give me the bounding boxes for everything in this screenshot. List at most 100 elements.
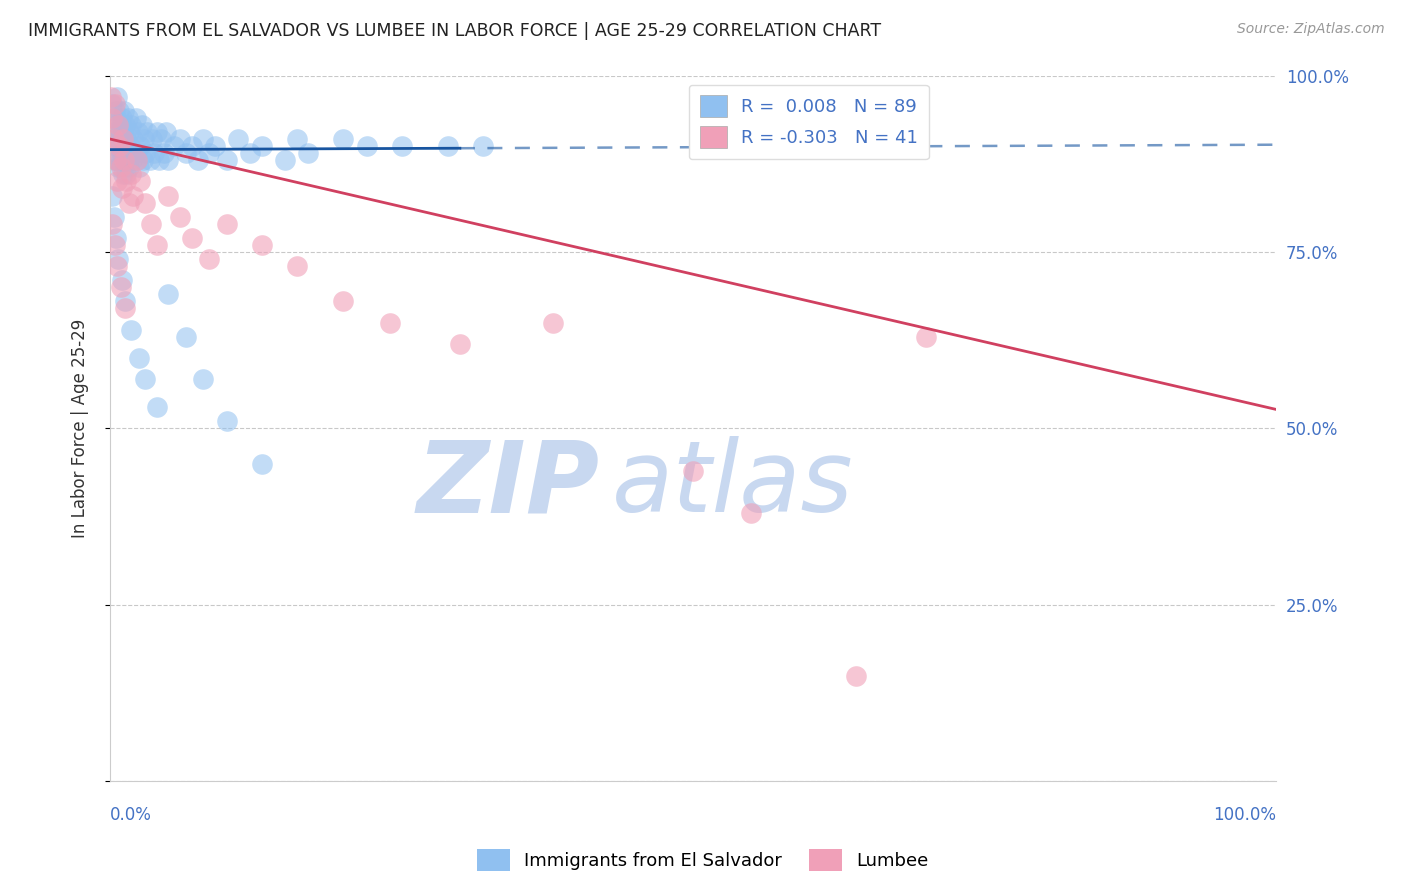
Point: [148, 153, 170, 168]
Point: [128, 161, 150, 175]
Point: [682, 464, 704, 478]
Point: [239, 146, 262, 161]
Point: [122, 132, 145, 146]
Point: [103, 132, 125, 146]
Point: [134, 372, 156, 386]
Point: [125, 111, 148, 125]
Point: [111, 273, 134, 287]
Point: [204, 139, 226, 153]
Point: [118, 161, 141, 175]
Point: [129, 139, 152, 153]
Point: [111, 167, 134, 181]
Point: [215, 217, 238, 231]
Text: 100.0%: 100.0%: [1213, 806, 1277, 824]
Point: [118, 139, 141, 153]
Text: IMMIGRANTS FROM EL SALVADOR VS LUMBEE IN LABOR FORCE | AGE 25-29 CORRELATION CHA: IMMIGRANTS FROM EL SALVADOR VS LUMBEE IN…: [28, 22, 882, 40]
Point: [118, 195, 141, 210]
Point: [105, 174, 128, 188]
Point: [356, 139, 378, 153]
Point: [108, 139, 131, 153]
Point: [297, 146, 319, 161]
Point: [105, 125, 128, 139]
Point: [103, 153, 125, 168]
Point: [104, 111, 127, 125]
Point: [186, 153, 208, 168]
Point: [193, 372, 215, 386]
Point: [180, 231, 202, 245]
Point: [198, 146, 221, 161]
Point: [100, 118, 122, 132]
Point: [112, 153, 135, 168]
Point: [120, 167, 142, 181]
Point: [105, 89, 128, 103]
Point: [143, 146, 166, 161]
Point: [141, 132, 163, 146]
Point: [125, 153, 148, 168]
Point: [104, 96, 127, 111]
Point: [174, 146, 197, 161]
Point: [115, 167, 138, 181]
Point: [169, 210, 191, 224]
Point: [332, 132, 354, 146]
Point: [740, 506, 762, 520]
Point: [134, 146, 156, 161]
Point: [198, 252, 221, 266]
Point: [180, 139, 202, 153]
Point: [163, 139, 186, 153]
Point: [111, 132, 134, 146]
Point: [157, 188, 180, 202]
Point: [101, 188, 124, 202]
Point: [114, 153, 136, 168]
Point: [250, 238, 273, 252]
Point: [124, 146, 146, 161]
Point: [169, 132, 191, 146]
Point: [117, 146, 139, 161]
Point: [114, 294, 136, 309]
Text: ZIP: ZIP: [416, 436, 600, 533]
Point: [145, 238, 167, 252]
Point: [104, 231, 127, 245]
Point: [110, 161, 132, 175]
Point: [174, 329, 197, 343]
Point: [104, 139, 127, 153]
Point: [437, 139, 460, 153]
Point: [110, 280, 132, 294]
Text: 0.0%: 0.0%: [110, 806, 152, 824]
Point: [228, 132, 250, 146]
Legend: Immigrants from El Salvador, Lumbee: Immigrants from El Salvador, Lumbee: [470, 842, 936, 879]
Point: [132, 132, 155, 146]
Point: [114, 301, 136, 316]
Point: [274, 153, 297, 168]
Text: atlas: atlas: [612, 436, 853, 533]
Point: [138, 153, 160, 168]
Point: [125, 153, 148, 168]
Point: [100, 89, 122, 103]
Y-axis label: In Labor Force | Age 25-29: In Labor Force | Age 25-29: [72, 318, 89, 538]
Point: [193, 132, 215, 146]
Point: [107, 132, 129, 146]
Point: [128, 351, 150, 365]
Point: [101, 96, 124, 111]
Point: [541, 316, 564, 330]
Point: [115, 174, 138, 188]
Point: [472, 139, 495, 153]
Point: [121, 153, 143, 168]
Point: [104, 153, 127, 168]
Point: [115, 132, 138, 146]
Point: [101, 217, 124, 231]
Point: [136, 125, 159, 139]
Point: [111, 146, 134, 161]
Point: [215, 414, 238, 428]
Point: [155, 125, 177, 139]
Point: [104, 238, 127, 252]
Point: [145, 401, 167, 415]
Point: [122, 188, 145, 202]
Point: [108, 103, 131, 118]
Point: [120, 323, 142, 337]
Point: [110, 118, 132, 132]
Point: [285, 259, 308, 273]
Point: [118, 125, 141, 139]
Point: [845, 668, 868, 682]
Point: [111, 181, 134, 195]
Point: [112, 103, 135, 118]
